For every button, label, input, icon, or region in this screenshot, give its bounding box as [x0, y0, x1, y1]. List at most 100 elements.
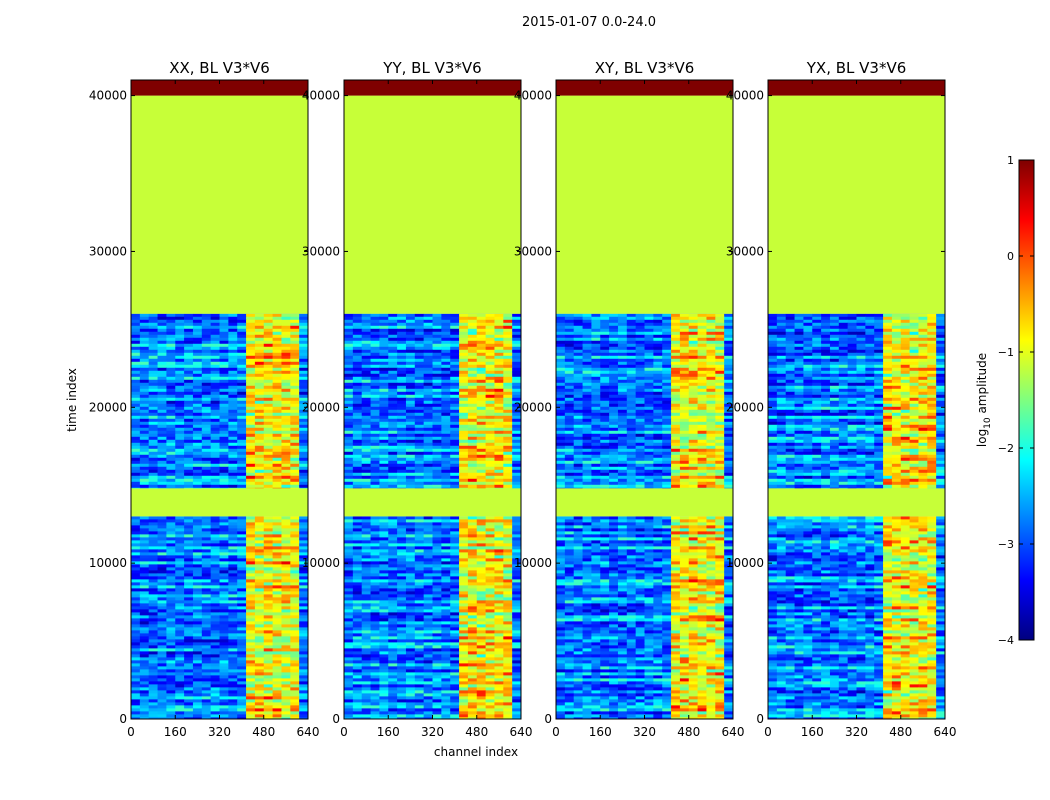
heatmap-cell [228, 364, 238, 369]
heatmap-cell [503, 352, 513, 357]
heatmap-cell [281, 469, 291, 474]
heatmap-cell [290, 657, 300, 661]
heatmap-cell [397, 516, 407, 520]
heatmap-cell [459, 687, 469, 691]
heatmap-cell [299, 708, 308, 712]
heatmap-cell [423, 418, 433, 423]
heatmap-cell [379, 451, 389, 456]
heatmap-cell [192, 328, 203, 333]
heatmap-cell [494, 624, 504, 628]
heatmap-cell [166, 445, 176, 450]
heatmap-cell [246, 463, 256, 468]
heatmap-cell [237, 457, 247, 462]
heatmap-cell [281, 433, 291, 438]
heatmap-cell [414, 684, 425, 688]
heatmap-cell [281, 409, 291, 414]
heatmap-cell [361, 636, 372, 640]
heatmap-cell [272, 394, 282, 399]
heatmap-cell [361, 445, 372, 450]
heatmap-cell [494, 445, 504, 450]
heatmap-cell [414, 600, 425, 604]
heatmap-cell [344, 370, 354, 375]
heatmap-cell [175, 618, 185, 622]
heatmap-cell [157, 570, 167, 574]
heatmap-cell [397, 678, 407, 682]
heatmap-cell [344, 657, 354, 661]
heatmap-cell [166, 648, 176, 652]
heatmap-cell [441, 669, 451, 673]
heatmap-cell [192, 436, 203, 441]
heatmap-cell [370, 603, 380, 607]
heatmap-cell [352, 552, 363, 556]
heatmap-cell [246, 469, 256, 474]
heatmap-cell [494, 328, 504, 333]
heatmap-cell [344, 612, 354, 616]
heatmap-cell [512, 445, 521, 450]
heatmap-cell [352, 603, 363, 607]
heatmap-cell [228, 466, 238, 471]
heatmap-cell [299, 385, 308, 390]
heatmap-cell [131, 352, 141, 357]
heatmap-cell [361, 460, 372, 465]
heatmap-cell [139, 427, 150, 432]
heatmap-cell [290, 388, 300, 393]
heatmap-cell [290, 319, 300, 324]
heatmap-cell [201, 319, 212, 324]
heatmap-cell [397, 621, 407, 625]
heatmap-cell [476, 564, 487, 568]
heatmap-cell [157, 585, 167, 589]
heatmap-cell [157, 633, 167, 637]
heatmap-cell [237, 624, 247, 628]
heatmap-cell [414, 528, 425, 532]
heatmap-cell [254, 639, 265, 643]
heatmap-cell [485, 364, 495, 369]
heatmap-cell [263, 397, 274, 402]
heatmap-cell [246, 699, 256, 703]
heatmap-cell [485, 334, 495, 339]
heatmap-cell [467, 645, 478, 649]
heatmap-cell [228, 666, 238, 670]
heatmap-cell [175, 627, 185, 631]
heatmap-cell [192, 537, 203, 541]
heatmap-cell [192, 621, 203, 625]
heatmap-cell [379, 391, 389, 396]
heatmap-cell [263, 597, 274, 601]
heatmap-cell [503, 675, 513, 679]
heatmap-cell [370, 678, 380, 682]
heatmap-cell [228, 633, 238, 637]
heatmap-cell [494, 400, 504, 405]
heatmap-cell [352, 451, 363, 456]
heatmap-cell [281, 552, 291, 556]
heatmap-cell [503, 606, 513, 610]
heatmap-cell [254, 672, 265, 676]
heatmap-cell [344, 331, 354, 336]
heatmap-cell [379, 627, 389, 631]
heatmap-cell [379, 439, 389, 444]
heatmap-cell [494, 582, 504, 586]
heatmap-cell [414, 675, 425, 679]
heatmap-cell [485, 448, 495, 453]
heatmap-cell [219, 451, 229, 456]
heatmap-cell [219, 705, 229, 709]
heatmap-cell [228, 451, 238, 456]
heatmap-cell [148, 627, 159, 631]
heatmap-cell [361, 349, 372, 354]
heatmap-cell [485, 445, 495, 450]
heatmap-cell [379, 403, 389, 408]
heatmap-cell [219, 331, 229, 336]
heatmap-cell [432, 543, 442, 547]
heatmap-cell [299, 391, 308, 396]
heatmap-cell [139, 340, 150, 345]
heatmap-cell [441, 358, 451, 363]
heatmap-cell [476, 624, 487, 628]
heatmap-cell [503, 400, 513, 405]
heatmap-cell [254, 711, 265, 715]
heatmap-cell [237, 717, 247, 719]
heatmap-cell [441, 627, 451, 631]
heatmap-cell [166, 717, 176, 719]
heatmap-cell [201, 343, 212, 348]
heatmap-cell [246, 612, 256, 616]
heatmap-cell [344, 606, 354, 610]
heatmap-cell [228, 388, 238, 393]
heatmap-cell [184, 516, 194, 520]
